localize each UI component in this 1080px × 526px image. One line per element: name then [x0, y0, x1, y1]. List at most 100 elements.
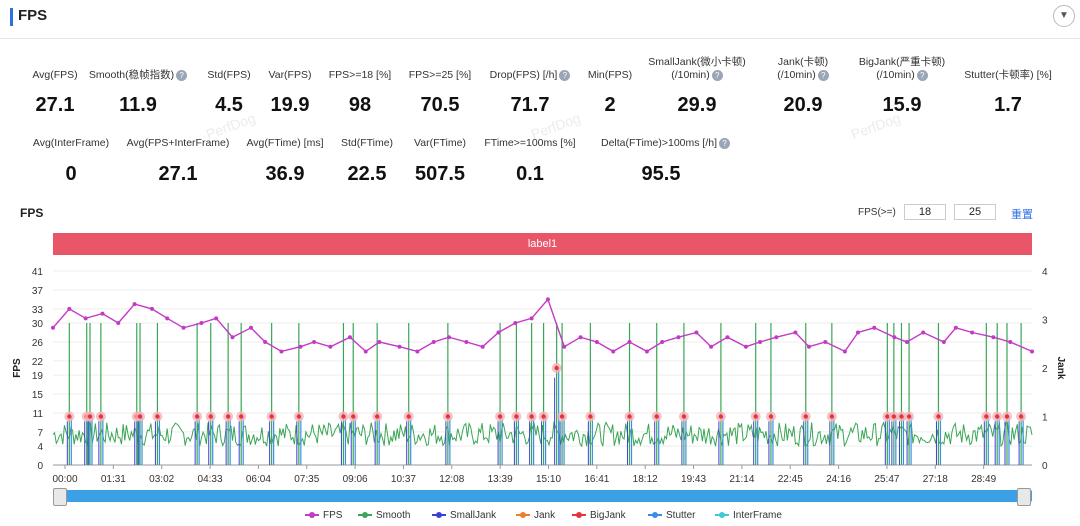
legend-item-interframe[interactable]: InterFrame — [715, 510, 782, 521]
fps-point — [991, 335, 996, 340]
legend-dot — [520, 512, 526, 519]
y-tick-label: 11 — [33, 409, 44, 420]
x-tick-label: 27:18 — [923, 474, 948, 485]
bigjank-point — [936, 414, 941, 419]
fps-point — [872, 325, 877, 330]
bigjank-point — [208, 414, 213, 419]
stat-label-text: Avg(FPS+InterFrame) — [126, 137, 230, 149]
stat-label: Avg(InterFrame) — [11, 137, 131, 150]
fps-point — [446, 335, 451, 340]
fps-point — [1008, 339, 1013, 344]
bigjank-point — [885, 414, 890, 419]
fps-threshold-high-input[interactable]: 25 — [954, 204, 996, 220]
legend-item-stutter[interactable]: Stutter — [648, 510, 695, 521]
stat-value: 507.5 — [414, 163, 466, 185]
help-icon[interactable]: ? — [559, 69, 571, 81]
bigjank-halo — [678, 411, 689, 422]
stat-label-text: (/10min) — [876, 69, 915, 81]
legend-item-jank[interactable]: Jank — [516, 510, 555, 521]
legend-swatch — [358, 512, 372, 519]
help-icon[interactable]: ? — [176, 69, 188, 81]
label-bar[interactable]: label1 — [53, 233, 1032, 255]
reset-link[interactable]: 重置 — [1011, 209, 1033, 221]
slider-start-handle[interactable] — [53, 488, 67, 506]
help-icon[interactable]: ? — [711, 69, 723, 81]
stat-value: 4.5 — [215, 94, 243, 116]
help-icon[interactable]: ? — [719, 137, 731, 149]
bigjank-halo — [715, 411, 726, 422]
legend-label: Stutter — [666, 510, 696, 521]
y-tick-label: 4 — [37, 442, 43, 453]
bigjank-point — [899, 414, 904, 419]
stat-stats_row1-3: Var(FPS) 19.9 — [230, 69, 350, 116]
bigjank-point — [984, 414, 989, 419]
stat-label-text: Var(FTime) — [414, 137, 466, 149]
fps-point — [415, 349, 420, 354]
legend-item-smooth[interactable]: Smooth — [358, 510, 410, 521]
stat-value: 22.5 — [347, 163, 387, 185]
stat-value: 1.7 — [994, 94, 1022, 116]
fps-point — [347, 335, 352, 340]
stat-value: 29.9 — [677, 94, 717, 116]
collapse-chevron-icon[interactable]: ▼ — [1053, 5, 1075, 27]
bigjank-halo — [826, 411, 837, 422]
bigjank-point — [514, 414, 519, 419]
stat-stats_row2-4: Var(FTime) 507.5 — [380, 137, 500, 185]
legend-dot — [652, 512, 658, 519]
fps-point — [263, 339, 268, 344]
stat-stats_row1-0: Avg(FPS) 27.1 — [0, 69, 115, 116]
bigjank-point — [681, 414, 687, 419]
y-tick-label: 26 — [32, 338, 44, 349]
fps-point — [774, 335, 779, 340]
x-tick-label: 04:33 — [198, 474, 223, 485]
fps-point — [807, 344, 812, 349]
bigjank-point — [67, 414, 72, 419]
bigjank-point — [588, 414, 593, 419]
fps-point — [480, 344, 485, 349]
help-icon[interactable]: ? — [916, 69, 928, 81]
fps-point — [611, 349, 616, 354]
stat-label: FPS>=25 [%] — [380, 69, 500, 82]
legend-item-bigjank[interactable]: BigJank — [572, 510, 626, 521]
stat-label-text: Min(FPS) — [587, 69, 633, 81]
stat-label: Var(FTime) — [380, 137, 500, 150]
stat-label: Std(FTime) — [307, 137, 427, 150]
bigjank-halo — [205, 411, 216, 422]
bigjank-halo — [888, 411, 899, 422]
slider-end-handle[interactable] — [1017, 488, 1031, 506]
fps-point — [298, 344, 303, 349]
bigjank-point — [238, 414, 244, 419]
stat-stats_row1-4: FPS>=18 [%] 98 — [300, 69, 420, 116]
bigjank-point — [994, 414, 1000, 419]
stat-value: 11.9 — [119, 94, 157, 116]
stat-label-text: (/10min) — [671, 69, 710, 81]
legend-item-fps[interactable]: FPS — [305, 510, 342, 521]
fps-threshold-low-input[interactable]: 18 — [904, 204, 946, 220]
x-tick-label: 28:49 — [971, 474, 996, 485]
bigjank-halo — [750, 411, 761, 422]
legend-item-smalljank[interactable]: SmallJank — [432, 510, 496, 521]
fps-point — [100, 311, 105, 316]
fps-point — [181, 325, 186, 330]
stat-stats_row2-0: Avg(InterFrame) 0 — [11, 137, 131, 185]
fps-point — [758, 339, 763, 344]
fps-point — [1030, 349, 1034, 354]
stat-value: 27.1 — [35, 94, 75, 116]
bigjank-halo — [933, 411, 944, 422]
legend-label: BigJank — [590, 510, 626, 521]
x-tick-label: 15:10 — [536, 474, 561, 485]
x-tick-label: 24:16 — [826, 474, 851, 485]
stat-label-text: BigJank(严重卡顿) — [858, 56, 946, 68]
bigjank-point — [654, 414, 659, 419]
legend-dot — [436, 512, 442, 519]
fps-point — [594, 339, 599, 344]
x-tick-label: 00:00 — [52, 474, 77, 485]
time-range-slider[interactable] — [53, 490, 1032, 502]
fps-point — [644, 349, 649, 354]
stat-label: Stutter(卡顿率) [%] — [948, 69, 1068, 82]
bigjank-point — [194, 414, 200, 419]
stat-value: 95.5 — [641, 163, 681, 185]
x-tick-label: 03:02 — [149, 474, 174, 485]
stat-value: 2 — [604, 94, 616, 116]
help-icon[interactable]: ? — [817, 69, 829, 81]
